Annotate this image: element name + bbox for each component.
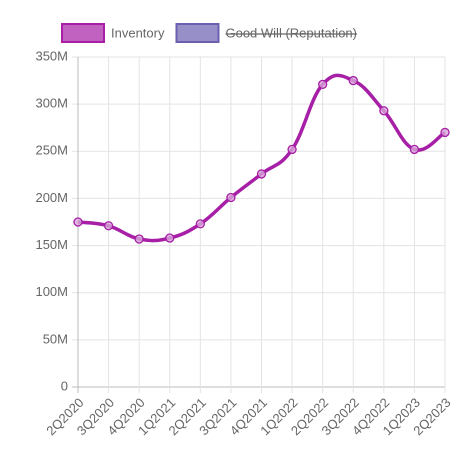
point — [226, 192, 236, 203]
y-tick-label: 150M — [35, 237, 68, 252]
legend-label[interactable]: Good Will (Reputation) — [225, 25, 357, 40]
point — [440, 127, 450, 138]
y-tick-label: 350M — [35, 48, 68, 63]
point — [73, 217, 83, 227]
y-tick-label: 100M — [35, 284, 68, 299]
y-tick-label: 300M — [35, 96, 68, 111]
legend-swatch[interactable] — [175, 23, 220, 43]
y-tick-label: 50M — [43, 331, 68, 346]
legend-swatch[interactable] — [61, 23, 105, 43]
point — [134, 234, 144, 244]
legend-label[interactable]: Inventory — [111, 25, 165, 40]
point — [348, 75, 358, 86]
point — [287, 144, 297, 155]
point — [195, 219, 205, 229]
y-tick-label: 0 — [61, 378, 68, 393]
point — [103, 221, 114, 231]
point — [409, 144, 420, 155]
point — [165, 233, 175, 243]
y-tick-label: 250M — [35, 143, 68, 158]
y-tick-label: 200M — [35, 190, 68, 205]
point — [379, 106, 389, 116]
point — [318, 79, 328, 89]
point — [256, 169, 267, 179]
